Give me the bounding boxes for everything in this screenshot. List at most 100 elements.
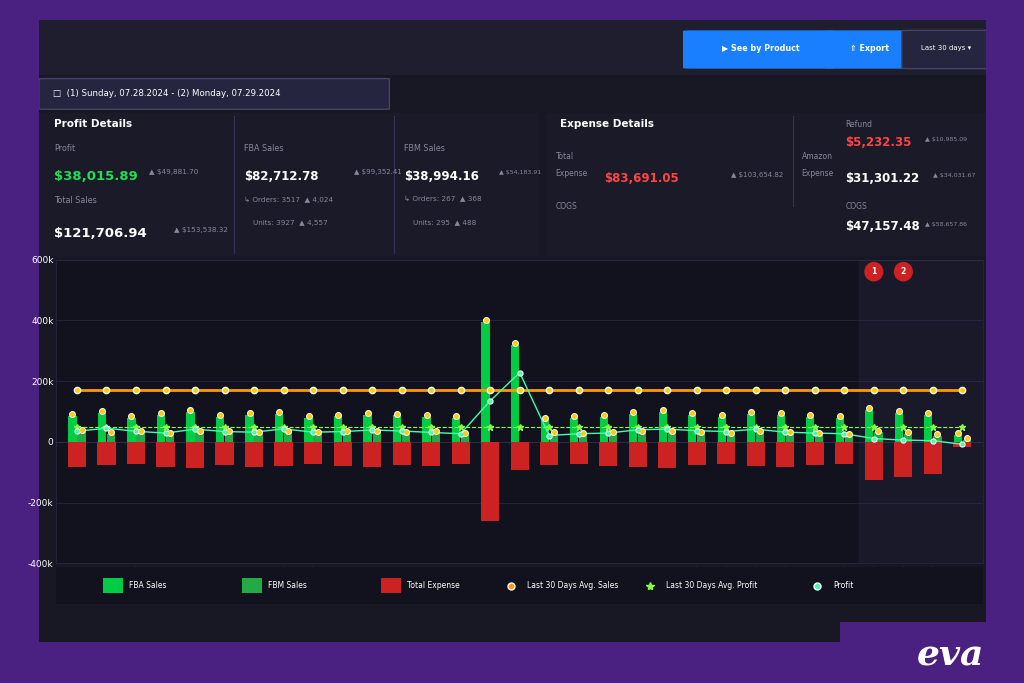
Text: ▲ $34,031.67: ▲ $34,031.67	[934, 173, 976, 178]
Text: $5,232.35: $5,232.35	[846, 136, 912, 149]
Last 30 Days Avg. Profit	[720, 423, 732, 431]
Bar	[599, 442, 617, 466]
Last 30 Days Avg. Sales	[572, 386, 585, 394]
Last 30 Days Avg. Sales	[278, 386, 290, 394]
Bar	[629, 414, 637, 442]
Bar	[78, 432, 86, 442]
Bar	[127, 418, 135, 442]
Text: Refund: Refund	[846, 120, 872, 129]
Bar	[727, 435, 735, 442]
Bar	[608, 434, 616, 442]
Bar	[697, 434, 706, 442]
Last 30 Days Avg. Sales	[690, 386, 702, 394]
Last 30 Days Avg. Sales	[395, 386, 408, 394]
Text: Total Sales: Total Sales	[54, 196, 96, 205]
Bar	[540, 442, 558, 465]
Last 30 Days Avg. Sales	[956, 386, 969, 394]
Last 30 Days Avg. Sales	[307, 386, 319, 394]
Profit	[248, 428, 260, 436]
Profit	[927, 436, 939, 445]
Profit	[956, 441, 969, 449]
Last 30 Days Avg. Sales	[662, 386, 674, 394]
Profit	[425, 428, 437, 436]
Bar	[748, 414, 756, 442]
Bar	[98, 413, 106, 442]
Bar	[859, 260, 983, 563]
Text: Profit: Profit	[833, 581, 853, 590]
Text: ▲ $49,881.70: ▲ $49,881.70	[148, 169, 199, 176]
Profit	[809, 429, 821, 437]
Bar	[246, 415, 254, 442]
Bar	[334, 442, 351, 466]
Bar	[393, 415, 401, 442]
Bar	[284, 432, 292, 442]
Bar	[452, 442, 470, 464]
Last 30 Days Avg. Sales	[100, 386, 113, 394]
Profit	[278, 425, 290, 433]
Bar	[953, 442, 972, 447]
Bar	[313, 434, 322, 442]
Bar	[334, 417, 342, 442]
Last 30 Days Avg. Profit	[366, 423, 378, 431]
Bar	[274, 414, 284, 442]
Text: FBA Sales: FBA Sales	[129, 581, 166, 590]
Last 30 Days Avg. Profit	[188, 423, 201, 431]
Bar	[746, 442, 765, 466]
Last 30 Days Avg. Profit	[130, 423, 142, 431]
Last 30 Days Avg. Sales	[543, 386, 555, 394]
Profit	[779, 428, 792, 436]
Last 30 Days Avg. Profit	[543, 423, 555, 431]
Profit	[602, 429, 614, 437]
Bar	[392, 442, 411, 465]
Last 30 Days Avg. Profit	[662, 423, 674, 431]
Last 30 Days Avg. Profit	[839, 423, 851, 431]
Bar	[953, 435, 962, 442]
Text: COGS: COGS	[556, 201, 578, 211]
Bar	[776, 415, 784, 442]
Line: Profit: Profit	[77, 373, 963, 445]
Text: ▲ $54,183.91: ▲ $54,183.91	[499, 170, 541, 176]
Bar	[815, 435, 823, 442]
Text: ⇑ Export: ⇑ Export	[850, 44, 889, 53]
Bar	[776, 442, 795, 466]
Bar	[658, 442, 676, 469]
Text: Last 30 Days Avg. Profit: Last 30 Days Avg. Profit	[666, 581, 758, 590]
Text: Expense: Expense	[802, 169, 834, 178]
Bar	[688, 415, 696, 442]
Text: $121,706.94: $121,706.94	[54, 227, 146, 240]
Text: Total: Total	[556, 152, 573, 161]
Text: FBM Sales: FBM Sales	[403, 144, 444, 154]
Bar	[570, 418, 579, 442]
Bar	[196, 432, 204, 442]
FancyBboxPatch shape	[242, 578, 262, 593]
Last 30 Days Avg. Sales	[927, 386, 939, 394]
Last 30 Days Avg. Profit	[750, 423, 762, 431]
Text: eva: eva	[916, 639, 984, 672]
Bar	[97, 442, 116, 465]
Profit	[366, 426, 378, 434]
Last 30 Days Avg. Profit	[632, 423, 644, 431]
Profit	[867, 434, 880, 443]
Bar	[422, 442, 440, 466]
Text: ▲ $10,985.09: ▲ $10,985.09	[925, 137, 967, 142]
Text: 1: 1	[871, 267, 877, 276]
FancyBboxPatch shape	[902, 30, 992, 69]
Profit	[632, 426, 644, 434]
Profit	[839, 430, 851, 438]
Profit	[455, 430, 467, 438]
Last 30 Days Avg. Profit	[897, 423, 909, 431]
Ellipse shape	[865, 262, 883, 281]
Bar	[215, 442, 233, 465]
Text: Units: 3927  ▲ 4,557: Units: 3927 ▲ 4,557	[244, 219, 328, 225]
Text: ↳ Orders: 3517  ▲ 4,024: ↳ Orders: 3517 ▲ 4,024	[244, 197, 333, 203]
Last 30 Days Avg. Profit	[690, 423, 702, 431]
Bar	[511, 345, 519, 442]
Bar	[186, 442, 204, 469]
Bar	[963, 440, 971, 442]
Profit	[572, 430, 585, 438]
Bar	[481, 322, 489, 442]
Last 30 Days Avg. Profit	[779, 423, 792, 431]
Profit	[130, 427, 142, 435]
Text: Total Expense: Total Expense	[407, 581, 460, 590]
Text: Expense Details: Expense Details	[560, 119, 654, 129]
